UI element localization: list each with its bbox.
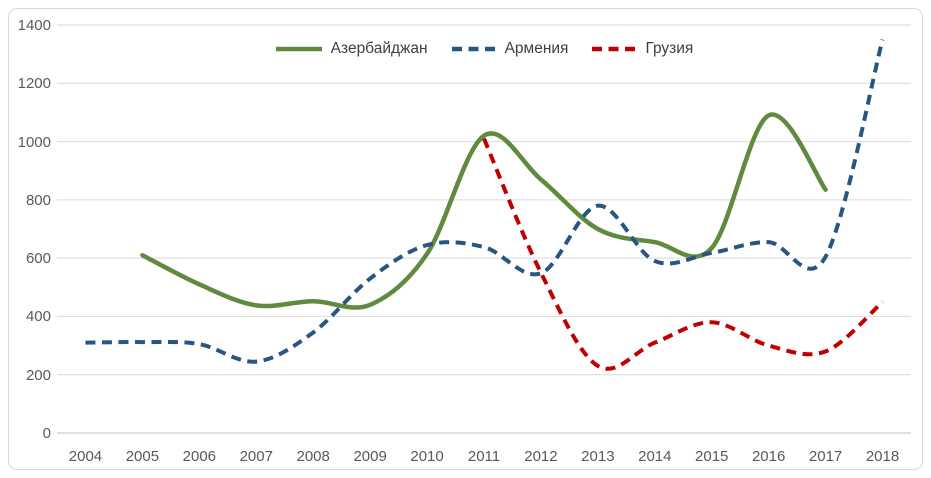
legend: Азербайджан Армения Грузия (57, 36, 911, 62)
y-tick-label: 1400 (17, 17, 51, 34)
legend-line-sample-dashed-icon (451, 46, 497, 52)
x-tick-label: 2006 (182, 448, 217, 465)
x-tick-label: 2010 (410, 448, 444, 465)
y-tick-label: 400 (25, 308, 51, 326)
gridlines (57, 24, 911, 434)
legend-label-azerbaijan: Азербайджан (330, 40, 428, 57)
y-tick-label: 1000 (17, 133, 51, 151)
x-tick-label: 2009 (353, 448, 387, 465)
x-tick-label: 2015 (695, 448, 729, 465)
x-tick-label: 2016 (751, 448, 786, 465)
legend-line-sample-dashed-icon (592, 46, 638, 52)
x-tick-label: 2004 (68, 448, 103, 465)
series-lines (85, 39, 885, 371)
x-tick-label: 2012 (524, 448, 558, 465)
series-line-georgia (482, 137, 884, 371)
y-tick-label: 1200 (17, 75, 51, 93)
y-tick-label: 0 (42, 425, 51, 442)
legend-line-sample-solid-icon (275, 46, 322, 52)
x-tick-label: 2005 (125, 448, 160, 465)
x-tick-label: 2017 (808, 448, 843, 465)
x-tick-label: 2018 (865, 448, 900, 465)
legend-item-georgia: Грузия (592, 40, 693, 58)
x-tick-label: 2014 (638, 448, 672, 465)
y-tick-label: 800 (25, 191, 51, 209)
series-line-armenia (85, 39, 885, 364)
legend-label-georgia: Грузия (645, 40, 694, 57)
x-tick-label: 2011 (467, 448, 501, 465)
y-tick-label: 600 (25, 250, 51, 268)
x-tick-label: 2007 (239, 448, 273, 465)
x-tick-label: 2008 (296, 448, 330, 465)
legend-item-azerbaijan: Азербайджан (275, 40, 428, 58)
series-line-azerbaijan (140, 112, 828, 310)
y-tick-label: 200 (25, 366, 51, 384)
legend-label-armenia: Армения (504, 40, 569, 57)
legend-item-armenia: Армения (451, 40, 569, 58)
x-tick-label: 2013 (581, 448, 615, 465)
